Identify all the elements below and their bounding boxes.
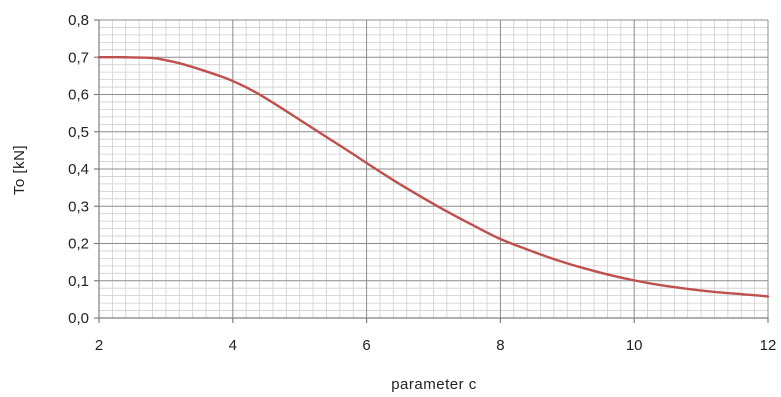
x-axis-title: parameter c [391, 376, 477, 393]
y-tick-label: 0,8 [68, 12, 89, 29]
y-tick-label: 0,6 [68, 87, 89, 104]
y-tick-label: 0,1 [68, 273, 89, 290]
y-tick-label: 0,0 [68, 310, 89, 327]
y-tick-label: 0,4 [68, 161, 89, 178]
y-tick-label: 0,7 [68, 49, 89, 66]
major-grid [99, 19, 769, 318]
y-tick-label: 0,3 [68, 198, 89, 215]
x-tick-label: 2 [95, 337, 103, 354]
series-line [97, 55, 770, 298]
y-tick-label: 0,5 [68, 124, 89, 141]
x-tick-label: 8 [496, 337, 504, 354]
x-tick-label: 12 [760, 337, 777, 354]
x-tick-label: 10 [626, 337, 643, 354]
series-layer [97, 55, 770, 298]
y-tick-label: 0,2 [68, 236, 89, 253]
tick-marks [94, 19, 769, 323]
y-axis-title: To [kN] [11, 145, 28, 195]
x-tick-labels: 2 4 6 8 10 12 [95, 337, 777, 354]
x-tick-label: 6 [362, 337, 370, 354]
x-tick-label: 4 [229, 337, 237, 354]
y-tick-labels: 0,0 0,1 0,2 0,3 0,4 0,5 0,6 0,7 0,8 [68, 12, 89, 327]
